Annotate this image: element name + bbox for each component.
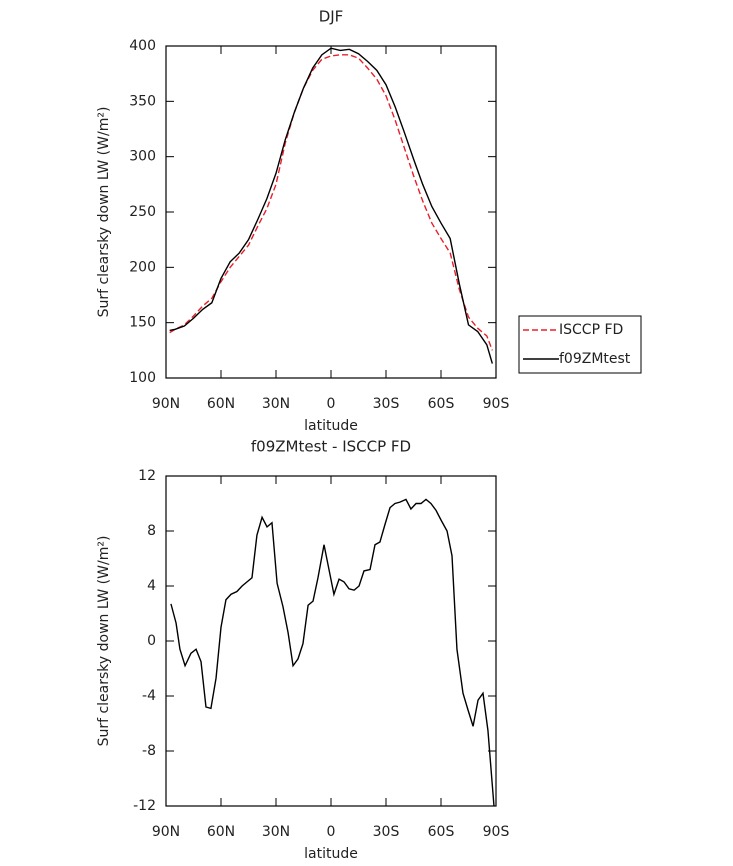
y-axis-label: Surf clearsky down LW (W/m²) bbox=[96, 536, 112, 747]
y-tick-label: -12 bbox=[133, 798, 156, 814]
y-axis-label: Surf clearsky down LW (W/m²) bbox=[96, 107, 112, 318]
x-tick-label: 90N bbox=[152, 824, 180, 840]
x-tick-label: 60N bbox=[207, 824, 235, 840]
x-tick-label: 0 bbox=[327, 396, 336, 412]
x-tick-label: 60N bbox=[207, 396, 235, 412]
x-tick-label: 30N bbox=[262, 824, 290, 840]
x-axis-label: latitude bbox=[304, 418, 358, 434]
data-line bbox=[169, 54, 493, 351]
y-tick-label: 400 bbox=[129, 38, 156, 54]
y-tick-label: 300 bbox=[129, 149, 156, 165]
plot-frame bbox=[165, 45, 497, 379]
legend: ISCCP FD f09ZMtest bbox=[518, 315, 642, 374]
y-tick-label: -8 bbox=[142, 743, 156, 759]
x-tick-label: 30N bbox=[262, 396, 290, 412]
y-tick-label: 8 bbox=[147, 523, 156, 539]
x-tick-label: 30S bbox=[373, 396, 400, 412]
y-tick-label: 100 bbox=[129, 370, 156, 386]
x-tick-label: 90N bbox=[152, 396, 180, 412]
legend-box bbox=[518, 315, 642, 374]
legend-label: f09ZMtest bbox=[559, 351, 631, 367]
y-tick-label: -4 bbox=[142, 688, 156, 704]
data-line bbox=[169, 47, 494, 364]
data-line bbox=[170, 498, 495, 807]
x-tick-label: 30S bbox=[373, 824, 400, 840]
y-tick-label: 4 bbox=[147, 578, 156, 594]
chart-title: f09ZMtest - ISCCP FD bbox=[251, 438, 411, 456]
chart-title: DJF bbox=[319, 8, 344, 26]
y-tick-label: 250 bbox=[129, 204, 156, 220]
plot-frame bbox=[165, 475, 497, 807]
x-tick-label: 0 bbox=[327, 824, 336, 840]
y-tick-label: 200 bbox=[129, 259, 156, 275]
y-tick-label: 0 bbox=[147, 633, 156, 649]
legend-label: ISCCP FD bbox=[559, 322, 623, 338]
x-tick-label: 90S bbox=[483, 824, 510, 840]
y-tick-label: 150 bbox=[129, 315, 156, 331]
y-tick-label: 12 bbox=[138, 468, 156, 484]
x-axis-label: latitude bbox=[304, 846, 358, 862]
y-tick-label: 350 bbox=[129, 93, 156, 109]
x-tick-label: 90S bbox=[483, 396, 510, 412]
x-tick-label: 60S bbox=[428, 824, 455, 840]
x-tick-label: 60S bbox=[428, 396, 455, 412]
